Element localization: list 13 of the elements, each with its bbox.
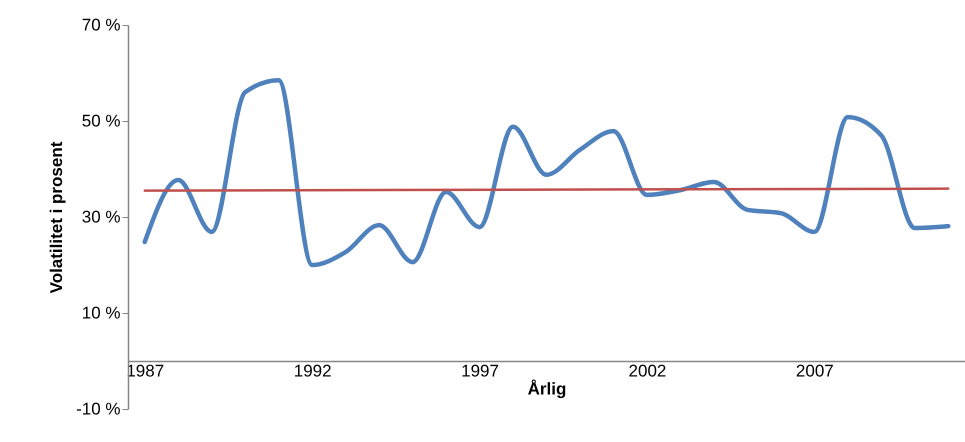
line-series xyxy=(142,78,951,268)
y-tick-label: 10 % xyxy=(82,304,120,322)
x-tick-label: 1987 xyxy=(126,362,164,380)
y-tick-label: 70 % xyxy=(82,16,120,34)
y-tick-label: 50 % xyxy=(82,112,120,130)
x-tick-label: 2002 xyxy=(628,362,666,380)
y-tick-label: -10 % xyxy=(76,400,120,418)
x-tick-label: 1992 xyxy=(294,362,332,380)
x-axis-title: Årlig xyxy=(528,380,566,398)
y-tick-label: 30 % xyxy=(82,208,120,226)
x-tick-label: 2007 xyxy=(796,362,834,380)
x-tick-label: 1997 xyxy=(461,362,499,380)
y-axis-title: Volatilitet i prosent xyxy=(47,141,66,294)
